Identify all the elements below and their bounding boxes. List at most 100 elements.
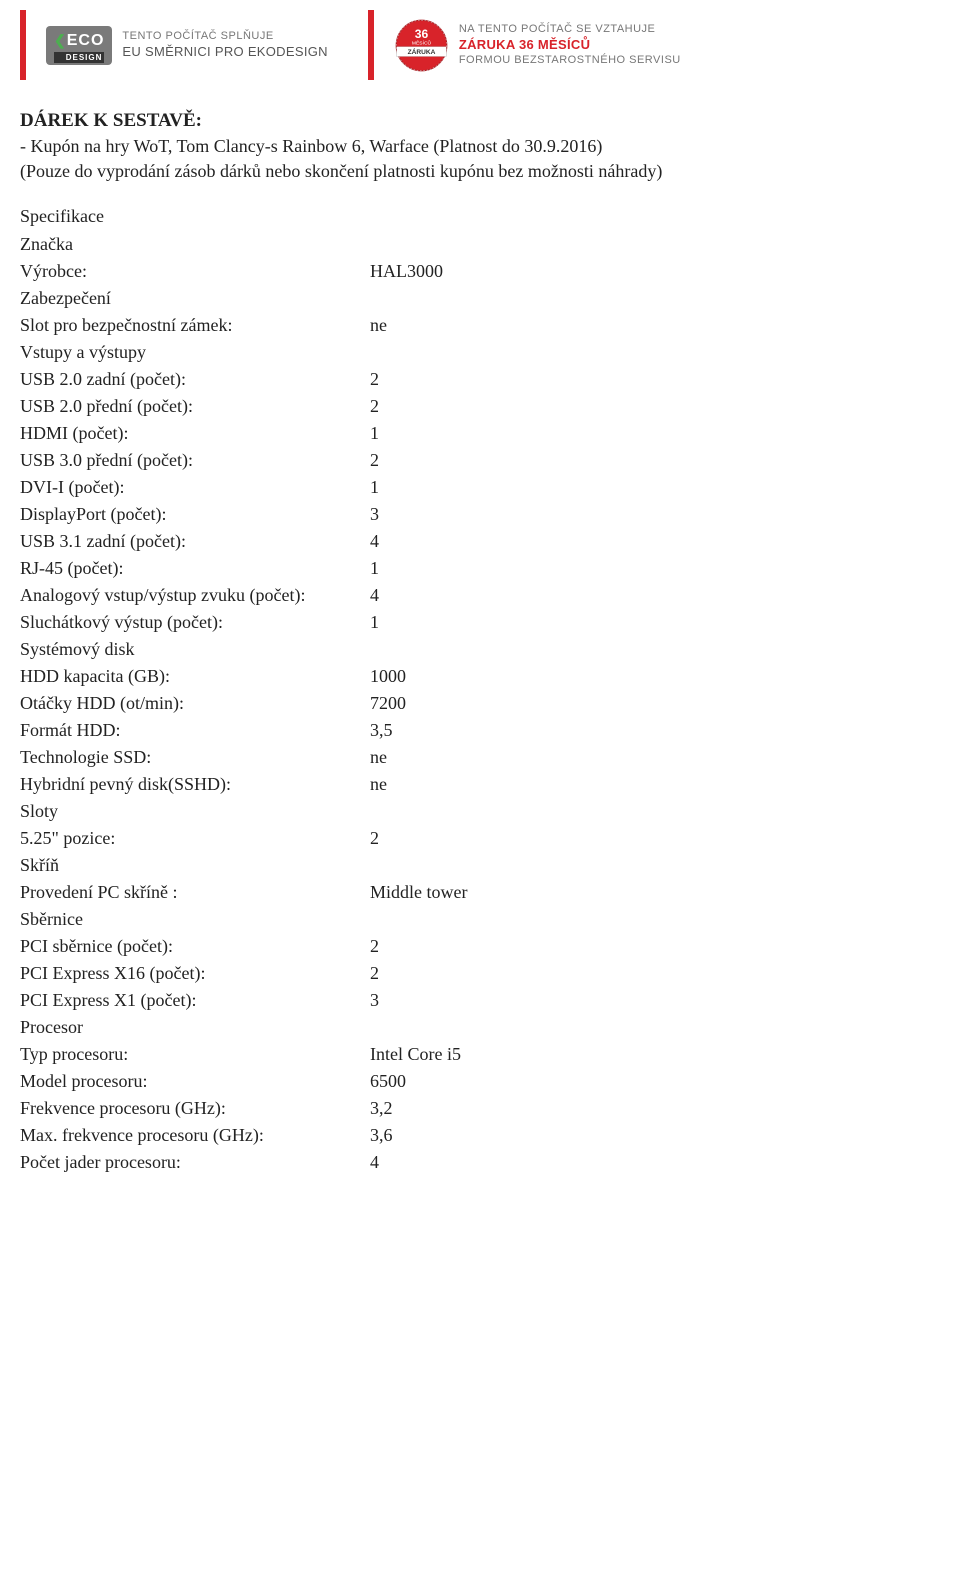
table-row: DVI-I (počet):1 (20, 474, 570, 501)
spec-value: 3 (370, 987, 570, 1014)
spec-value: 7200 (370, 690, 570, 717)
badges-row: ❮ECO DESIGN TENTO POČÍTAČ SPLŇUJE EU SMĚ… (20, 10, 940, 80)
spec-label: Typ procesoru: (20, 1041, 370, 1068)
eco-line2: EU SMĚRNICI PRO EKODESIGN (122, 44, 327, 61)
spec-value: 3 (370, 501, 570, 528)
gift-title: DÁREK K SESTAVĚ: (20, 110, 940, 132)
eco-logo-text: ECO (67, 32, 105, 49)
warranty-line2: ZÁRUKA 36 MĚSÍCŮ (459, 37, 681, 54)
spec-label: USB 2.0 přední (počet): (20, 393, 370, 420)
section-title: Značka (20, 231, 570, 258)
spec-value: ne (370, 771, 570, 798)
spec-value: 4 (370, 528, 570, 555)
spec-value: Intel Core i5 (370, 1041, 570, 1068)
spec-value: 1 (370, 555, 570, 582)
spec-value: 2 (370, 960, 570, 987)
warranty-line1: NA TENTO POČÍTAČ SE VZTAHUJE (459, 22, 681, 36)
spec-value: 1 (370, 420, 570, 447)
spec-label: USB 3.0 přední (počet): (20, 447, 370, 474)
spec-table: ZnačkaVýrobce:HAL3000ZabezpečeníSlot pro… (20, 231, 570, 1176)
spec-label: Max. frekvence procesoru (GHz): (20, 1122, 370, 1149)
warranty-badge-text: NA TENTO POČÍTAČ SE VZTAHUJE ZÁRUKA 36 M… (459, 22, 681, 67)
warranty-line3: FORMOU BEZSTAROSTNÉHO SERVISU (459, 53, 681, 67)
table-row: Frekvence procesoru (GHz):3,2 (20, 1095, 570, 1122)
table-row: Formát HDD:3,5 (20, 717, 570, 744)
spec-label: Frekvence procesoru (GHz): (20, 1095, 370, 1122)
spec-label: HDMI (počet): (20, 420, 370, 447)
spec-value: ne (370, 312, 570, 339)
leaf-icon: ❮ (54, 32, 67, 48)
spec-value: 3,6 (370, 1122, 570, 1149)
table-row: Počet jader procesoru:4 (20, 1149, 570, 1176)
spec-value: Middle tower (370, 879, 570, 906)
table-row: PCI Express X16 (počet):2 (20, 960, 570, 987)
spec-label: Model procesoru: (20, 1068, 370, 1095)
warranty-36: 36 (415, 26, 429, 40)
spec-value: 1 (370, 474, 570, 501)
gift-line: - Kupón na hry WoT, Tom Clancy-s Rainbow… (20, 136, 940, 157)
table-row: Hybridní pevný disk(SSHD):ne (20, 771, 570, 798)
spec-value: 6500 (370, 1068, 570, 1095)
spec-value: 4 (370, 582, 570, 609)
spec-label: DVI-I (počet): (20, 474, 370, 501)
spec-value: 4 (370, 1149, 570, 1176)
table-row: 5.25" pozice:2 (20, 825, 570, 852)
section-title: Vstupy a výstupy (20, 339, 570, 366)
section-title: Sloty (20, 798, 570, 825)
eco-logo-icon: ❮ECO DESIGN (46, 26, 112, 65)
spec-label: PCI sběrnice (počet): (20, 933, 370, 960)
spec-value: 1000 (370, 663, 570, 690)
table-row: Slot pro bezpečnostní zámek:ne (20, 312, 570, 339)
spec-label: USB 2.0 zadní (počet): (20, 366, 370, 393)
table-row: Analogový vstup/výstup zvuku (počet):4 (20, 582, 570, 609)
eco-badge: ❮ECO DESIGN TENTO POČÍTAČ SPLŇUJE EU SMĚ… (20, 10, 328, 80)
gift-note: (Pouze do vyprodání zásob dárků nebo sko… (20, 161, 940, 182)
spec-label: Výrobce: (20, 258, 370, 285)
divider-icon (368, 10, 374, 80)
table-row: Provedení PC skříně :Middle tower (20, 879, 570, 906)
table-row: PCI Express X1 (počet):3 (20, 987, 570, 1014)
table-row: USB 3.0 přední (počet):2 (20, 447, 570, 474)
spec-value: 2 (370, 447, 570, 474)
spec-value: 1 (370, 609, 570, 636)
spec-label: Analogový vstup/výstup zvuku (počet): (20, 582, 370, 609)
divider-icon (20, 10, 26, 80)
table-row: Max. frekvence procesoru (GHz):3,6 (20, 1122, 570, 1149)
eco-line1: TENTO POČÍTAČ SPLŇUJE (122, 29, 327, 43)
spec-label: HDD kapacita (GB): (20, 663, 370, 690)
table-row: Otáčky HDD (ot/min):7200 (20, 690, 570, 717)
spec-value: 3,2 (370, 1095, 570, 1122)
table-row: Výrobce:HAL3000 (20, 258, 570, 285)
section-title: Skříň (20, 852, 570, 879)
spec-label: RJ-45 (počet): (20, 555, 370, 582)
spec-value: 2 (370, 393, 570, 420)
spec-label: Technologie SSD: (20, 744, 370, 771)
spec-value: 2 (370, 366, 570, 393)
spec-label: Počet jader procesoru: (20, 1149, 370, 1176)
spec-label: Slot pro bezpečnostní zámek: (20, 312, 370, 339)
table-row: DisplayPort (počet):3 (20, 501, 570, 528)
section-title: Zabezpečení (20, 285, 570, 312)
table-row: USB 2.0 zadní (počet):2 (20, 366, 570, 393)
spec-value: HAL3000 (370, 258, 570, 285)
table-row: HDD kapacita (GB):1000 (20, 663, 570, 690)
section-title: Sběrnice (20, 906, 570, 933)
spec-label: PCI Express X16 (počet): (20, 960, 370, 987)
warranty-badge: 36 MĚSÍCŮ ZÁRUKA NA TENTO POČÍTAČ SE VZT… (368, 10, 681, 80)
eco-badge-text: TENTO POČÍTAČ SPLŇUJE EU SMĚRNICI PRO EK… (122, 29, 327, 60)
spec-label: Otáčky HDD (ot/min): (20, 690, 370, 717)
table-row: Model procesoru:6500 (20, 1068, 570, 1095)
table-row: RJ-45 (počet):1 (20, 555, 570, 582)
section-title: Procesor (20, 1014, 570, 1041)
spec-label: DisplayPort (počet): (20, 501, 370, 528)
table-row: Sluchátkový výstup (počet):1 (20, 609, 570, 636)
table-row: PCI sběrnice (počet):2 (20, 933, 570, 960)
table-row: Typ procesoru:Intel Core i5 (20, 1041, 570, 1068)
table-row: USB 3.1 zadní (počet):4 (20, 528, 570, 555)
spec-label: 5.25" pozice: (20, 825, 370, 852)
spec-value: 2 (370, 933, 570, 960)
table-row: Technologie SSD:ne (20, 744, 570, 771)
warranty-seal-icon: 36 MĚSÍCŮ ZÁRUKA (394, 18, 449, 73)
spec-label: Formát HDD: (20, 717, 370, 744)
table-row: USB 2.0 přední (počet):2 (20, 393, 570, 420)
